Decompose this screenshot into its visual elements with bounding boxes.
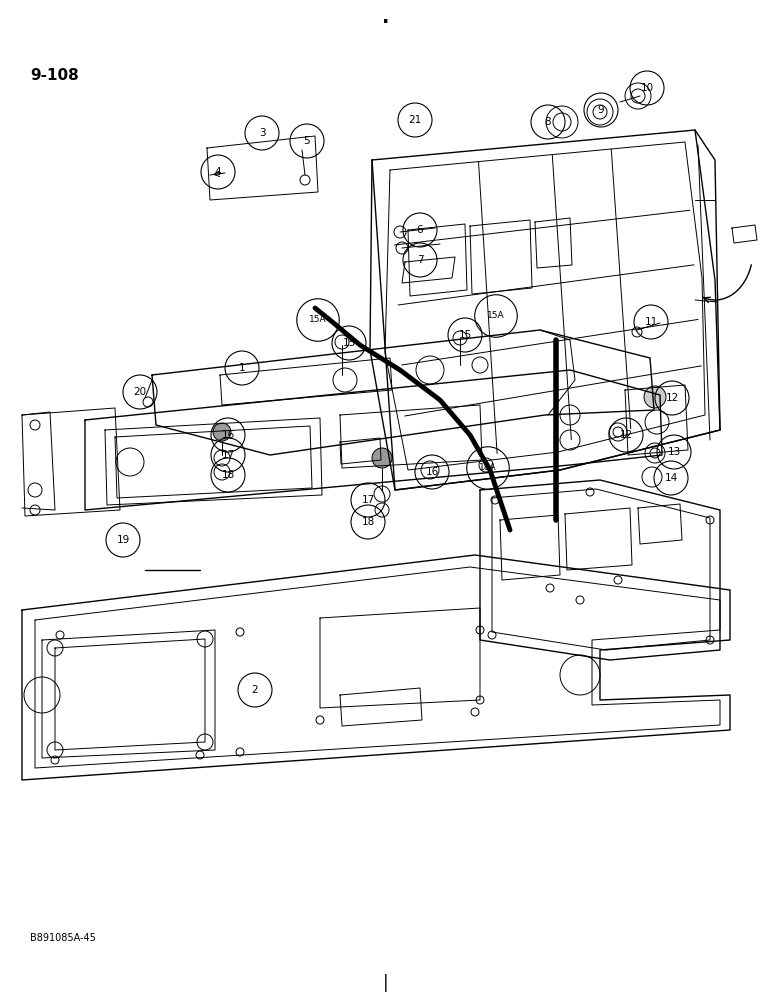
Text: 15A: 15A (487, 312, 505, 320)
Text: 13: 13 (667, 447, 681, 457)
Circle shape (372, 448, 392, 468)
Text: 18A: 18A (479, 464, 497, 473)
Text: 15A: 15A (310, 316, 327, 324)
Text: 2: 2 (252, 685, 259, 695)
Circle shape (213, 423, 231, 441)
Text: 11: 11 (645, 317, 658, 327)
Text: 16: 16 (425, 467, 438, 477)
Text: 4: 4 (215, 167, 222, 177)
Text: 12: 12 (665, 393, 679, 403)
Text: 14: 14 (665, 473, 678, 483)
Text: 6: 6 (417, 225, 423, 235)
Text: 9-108: 9-108 (30, 68, 79, 83)
Text: 10: 10 (641, 83, 654, 93)
Text: |: | (383, 974, 389, 992)
Text: 1: 1 (239, 363, 245, 373)
Text: B891085A-45: B891085A-45 (30, 933, 96, 943)
Text: 18: 18 (222, 470, 235, 480)
Text: 8: 8 (545, 117, 551, 127)
Text: 15: 15 (342, 338, 356, 348)
Text: 18: 18 (361, 517, 374, 527)
Text: 7: 7 (417, 255, 423, 265)
Text: 5: 5 (303, 136, 310, 146)
Text: 3: 3 (259, 128, 266, 138)
Text: 20: 20 (134, 387, 147, 397)
Text: .: . (382, 8, 390, 27)
Circle shape (644, 386, 666, 408)
Text: 19: 19 (117, 535, 130, 545)
Text: 17: 17 (361, 495, 374, 505)
Text: 9: 9 (598, 105, 604, 115)
Text: 16: 16 (222, 430, 235, 440)
Text: 12: 12 (619, 430, 632, 440)
Text: 15: 15 (459, 330, 472, 340)
Text: 21: 21 (408, 115, 422, 125)
Text: 17: 17 (222, 450, 235, 460)
